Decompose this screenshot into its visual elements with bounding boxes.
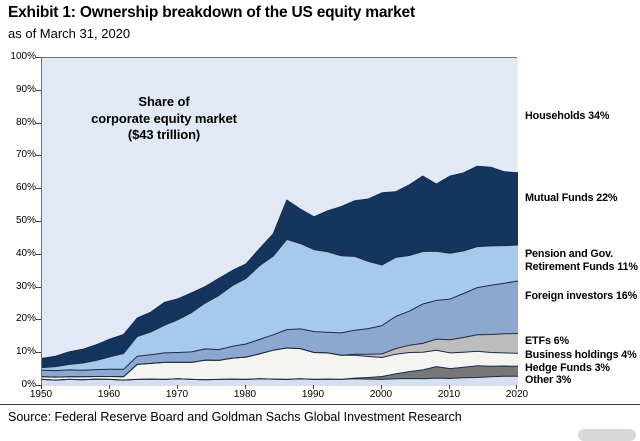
y-tick-label: 60%: [15, 182, 36, 194]
y-tick-label: 90%: [15, 83, 36, 95]
x-tick-label: 2020: [505, 389, 529, 400]
area-pension_gov_retirement: [42, 239, 518, 371]
x-tick-label: 1990: [301, 389, 325, 400]
x-tick-label: 2000: [369, 389, 393, 400]
y-tick-mark: [36, 221, 41, 222]
y-tick-label: 70%: [15, 149, 36, 161]
area-etfs: [42, 333, 518, 378]
source-divider: [0, 404, 640, 405]
x-tick-mark: [516, 385, 517, 389]
y-tick-label: 100%: [10, 51, 36, 62]
plot-area: [41, 57, 518, 386]
label-mutual-funds: Mutual Funds 22%: [525, 192, 618, 204]
label-hedge-funds: Hedge Funds 3%: [525, 362, 610, 374]
y-tick-mark: [36, 385, 41, 386]
boundary-mutual_funds: [42, 165, 518, 359]
source-note: Source: Federal Reserve Board and Goldma…: [8, 410, 462, 424]
as-of-date: as of March 31, 2020: [8, 26, 131, 41]
y-tick-mark: [36, 57, 41, 58]
area-mutual_funds: [42, 166, 518, 368]
page-title: Exhibit 1: Ownership breakdown of the US…: [8, 4, 415, 21]
boundary-foreign_investors: [42, 280, 518, 372]
y-tick-label: 10%: [15, 346, 36, 358]
y-tick-mark: [36, 188, 41, 190]
x-tick-label: 2010: [437, 389, 461, 400]
x-tick-label: 1980: [233, 389, 257, 400]
x-tick-mark: [449, 385, 450, 389]
x-tick-mark: [177, 385, 178, 389]
bottom-right-ui-artifact: [578, 429, 636, 441]
x-tick-mark: [381, 385, 382, 389]
y-tick-mark: [36, 319, 41, 321]
y-tick-mark: [36, 155, 41, 157]
boundary-hedge_funds: [42, 365, 518, 381]
y-tick-label: 0%: [21, 379, 36, 390]
boundary-etfs: [42, 333, 518, 378]
area-hedge_funds: [42, 365, 518, 381]
label-households: Households 34%: [525, 110, 610, 122]
label-etfs: ETFs 6%: [525, 335, 569, 347]
y-tick-label: 80%: [15, 116, 36, 128]
label-other: Other 3%: [525, 374, 572, 386]
label-foreign-investors: Foreign investors 16%: [525, 290, 638, 302]
y-tick-mark: [36, 89, 41, 91]
y-tick-mark: [36, 122, 41, 124]
x-tick-label: 1960: [97, 389, 121, 400]
y-tick-mark: [36, 352, 41, 354]
y-tick-label: 30%: [15, 280, 36, 292]
x-tick-mark: [245, 385, 246, 389]
x-tick-label: 1970: [165, 389, 189, 400]
area-other: [42, 376, 518, 386]
stacked-area-chart: [42, 58, 518, 386]
y-tick-label: 40%: [15, 247, 36, 259]
x-tick-mark: [313, 385, 314, 389]
label-pension-funds: Pension and Gov. Retirement Funds 11%: [525, 248, 638, 273]
y-tick-mark: [36, 253, 41, 255]
x-tick-mark: [41, 385, 42, 389]
y-tick-label: 50%: [15, 215, 36, 226]
boundary-pension_gov_retirement: [42, 238, 518, 369]
x-tick-mark: [109, 385, 110, 389]
area-households: [42, 58, 518, 359]
area-business_holdings: [42, 348, 518, 381]
y-tick-label: 20%: [15, 313, 36, 325]
label-business-holdings: Business holdings 4%: [525, 349, 637, 361]
y-tick-mark: [36, 286, 41, 288]
x-tick-label: 1950: [29, 389, 53, 400]
chart-annotation: Share of corporate equity market ($43 tr…: [91, 94, 237, 143]
